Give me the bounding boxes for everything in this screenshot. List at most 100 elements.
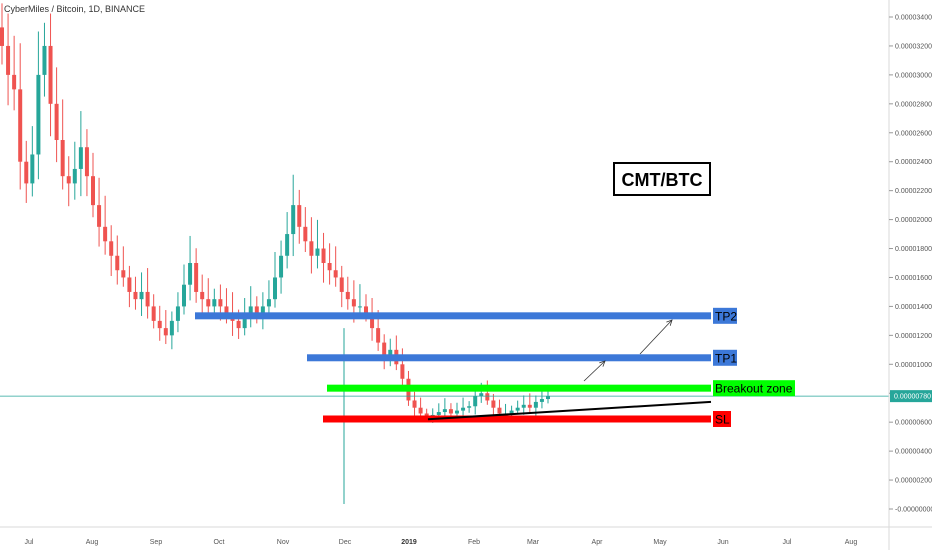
time-tick-label: Nov bbox=[277, 539, 290, 546]
time-tick-label: Jul bbox=[25, 539, 34, 546]
time-tick-label: Sep bbox=[150, 539, 163, 546]
candle-body bbox=[115, 255, 120, 271]
time-tick-label: 2019 bbox=[401, 539, 417, 546]
candle-body bbox=[473, 396, 478, 407]
candle-body bbox=[448, 409, 453, 414]
tp2-label: TP2 bbox=[715, 309, 737, 323]
price-tick-label: 0.00001600 bbox=[895, 275, 932, 282]
time-tick-label: Aug bbox=[86, 539, 99, 546]
candle-body bbox=[18, 89, 23, 162]
candle-body bbox=[109, 241, 114, 256]
candle-body bbox=[224, 306, 229, 314]
candle-body bbox=[206, 299, 211, 307]
candle-body bbox=[291, 205, 296, 235]
candle-body bbox=[30, 154, 35, 184]
price-tick-label: 0.00001400 bbox=[895, 304, 932, 311]
candle-body bbox=[266, 299, 271, 307]
candle-body bbox=[175, 306, 180, 321]
time-tick-label: Mar bbox=[527, 539, 540, 546]
time-tick-label: Jul bbox=[783, 539, 792, 546]
candle-body bbox=[412, 400, 417, 408]
candle-body bbox=[533, 401, 538, 408]
candle-body bbox=[436, 412, 441, 415]
arrow-to-tp1-head bbox=[599, 360, 606, 367]
candle-body bbox=[382, 342, 387, 358]
candle-body bbox=[127, 277, 132, 292]
candle-body bbox=[24, 161, 29, 184]
arrow-to-tp2-head bbox=[666, 319, 673, 326]
arrow-to-tp2 bbox=[639, 319, 673, 355]
candle-body bbox=[309, 241, 314, 256]
time-tick-label: Aug bbox=[845, 539, 858, 546]
price-tick-label: 0.00002200 bbox=[895, 188, 932, 195]
candle-body bbox=[321, 248, 326, 263]
candle-body bbox=[521, 404, 526, 408]
candle-body bbox=[212, 299, 217, 307]
candle-body bbox=[285, 234, 290, 256]
candle-body bbox=[527, 404, 532, 408]
price-tick-label: 0.00003400 bbox=[895, 15, 932, 22]
chart-title: CyberMiles / Bitcoin, 1D, BINANCE bbox=[4, 4, 145, 14]
candle-body bbox=[6, 45, 11, 75]
price-tick-label: 0.00001800 bbox=[895, 246, 932, 253]
price-tick-label: 0.00000200 bbox=[895, 478, 932, 485]
candle-body bbox=[345, 291, 350, 300]
time-tick-label: Dec bbox=[339, 539, 352, 546]
candle-body bbox=[169, 320, 174, 336]
price-tick-label: 0.00001200 bbox=[895, 333, 932, 340]
support-trendline bbox=[427, 400, 712, 421]
candle-body bbox=[351, 299, 356, 307]
candle-body bbox=[139, 291, 144, 300]
candle-body bbox=[36, 74, 41, 155]
candle-body bbox=[539, 399, 544, 402]
price-tick-label: -0.00000000 bbox=[895, 507, 932, 514]
candle-body bbox=[121, 270, 126, 278]
breakout-zone-label: Breakout zone bbox=[715, 382, 793, 396]
candle-body bbox=[376, 328, 381, 343]
candle-body bbox=[327, 263, 332, 271]
candle-body bbox=[303, 226, 308, 242]
sl-label-bg bbox=[713, 410, 731, 427]
time-tick-label: May bbox=[653, 539, 667, 546]
candle-body bbox=[442, 409, 447, 413]
candle-body bbox=[364, 306, 368, 314]
candle-body bbox=[236, 320, 241, 329]
candle-body bbox=[194, 263, 199, 292]
candle-body bbox=[182, 284, 186, 307]
candle-body bbox=[60, 140, 65, 177]
tp1-bar bbox=[307, 354, 711, 362]
current-price-badge bbox=[890, 390, 932, 403]
candle-body bbox=[388, 349, 393, 358]
candle-body bbox=[467, 406, 472, 408]
candle-body bbox=[242, 313, 247, 329]
price-tick-label: 0.00000400 bbox=[895, 449, 932, 456]
current-price-label: 0.00000780 bbox=[894, 394, 931, 401]
candle-body bbox=[145, 291, 150, 307]
breakout-zone-bar bbox=[327, 384, 711, 392]
candle-body bbox=[163, 328, 168, 336]
candle-body bbox=[279, 255, 284, 278]
levels-layer: TP2 TP1 Breakout zone SL bbox=[0, 307, 889, 427]
candle-body bbox=[0, 27, 4, 46]
candle-body bbox=[333, 270, 338, 278]
candle-body bbox=[260, 306, 265, 314]
tp1-label-bg bbox=[713, 349, 737, 366]
candle-body bbox=[188, 263, 193, 285]
candles-layer bbox=[0, 3, 550, 504]
arrow-to-tp1 bbox=[583, 360, 606, 382]
candle-body bbox=[424, 413, 429, 417]
candle-body bbox=[48, 45, 53, 104]
candle-body bbox=[54, 103, 59, 140]
candle-body bbox=[91, 176, 95, 206]
candle-body bbox=[509, 410, 514, 414]
candle-body bbox=[78, 147, 83, 169]
candle-body bbox=[218, 299, 223, 307]
breakout-zone-label-bg bbox=[713, 380, 795, 397]
candle-body bbox=[248, 306, 253, 314]
candle-body bbox=[97, 205, 102, 227]
candle-body bbox=[200, 291, 205, 300]
candle-body bbox=[515, 407, 520, 411]
price-tick-label: 0.00002400 bbox=[895, 159, 932, 166]
